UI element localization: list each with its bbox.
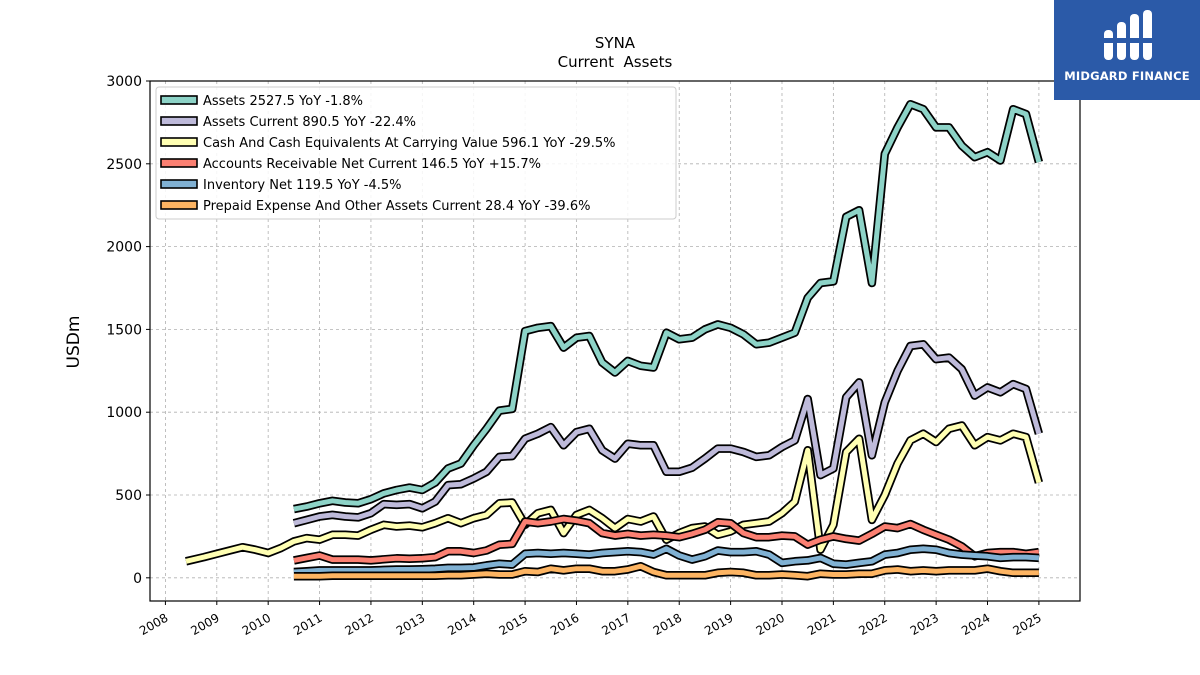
x-tick-label: 2015 (497, 611, 530, 638)
y-tick-label: 0 (133, 571, 142, 587)
legend-label: Assets Current 890.5 YoY -22.4% (203, 115, 416, 130)
series-line-4 (293, 546, 1040, 575)
x-tick-label: 2016 (548, 611, 581, 638)
x-tick-label: 2017 (599, 611, 632, 638)
series-line-1 (293, 341, 1042, 526)
legend-swatch (160, 179, 198, 189)
x-tick-label: 2009 (188, 611, 221, 638)
legend: Assets 2527.5 YoY -1.8% Assets Current 89… (155, 86, 677, 220)
legend-swatch (160, 200, 198, 210)
x-tick-label: 2014 (445, 611, 478, 638)
legend-box (155, 86, 677, 220)
brand-logo: MIDGARD FINANCE (1054, 0, 1200, 100)
x-tick-label: 2012 (343, 611, 376, 638)
y-tick-label: 1000 (106, 405, 142, 421)
y-tick-label: 500 (115, 488, 142, 504)
chart-title: SYNA (595, 34, 636, 52)
legend-label: Inventory Net 119.5 YoY -4.5% (203, 178, 402, 193)
brand-mark-icon (1104, 10, 1152, 60)
x-tick-label: 2011 (291, 611, 324, 638)
legend-label: Cash And Cash Equivalents At Carrying Va… (203, 136, 615, 151)
x-tick-label: 2008 (137, 611, 170, 638)
x-tick-label: 2020 (754, 611, 787, 638)
series-line-3 (293, 516, 1040, 563)
brand-name: MIDGARD FINANCE (1064, 69, 1190, 83)
legend-swatch (160, 158, 198, 168)
x-tick-label: 2019 (702, 611, 735, 638)
x-tick-label: 2024 (959, 611, 992, 638)
x-tick-label: 2022 (856, 611, 889, 638)
x-axis-ticks: 2008 2009 2010 2011 2012 2013 2014 2015 2016 2017… (137, 601, 1044, 638)
series-line-5 (293, 563, 1039, 579)
legend-label: Assets 2527.5 YoY -1.8% (203, 94, 363, 109)
x-tick-label: 2018 (651, 611, 684, 638)
legend-swatch (160, 116, 198, 126)
series-line-0 (293, 101, 1042, 512)
x-tick-label: 2010 (240, 611, 273, 638)
x-tick-label: 2023 (908, 611, 941, 638)
legend-label: Accounts Receivable Net Current 146.5 Yo… (203, 157, 541, 172)
x-tick-label: 2013 (394, 611, 427, 638)
y-axis-label: USDm (64, 316, 84, 369)
plot-area (149, 80, 1081, 602)
x-tick-label: 2021 (805, 611, 838, 638)
x-tick-label: 2025 (1010, 611, 1043, 638)
legend-swatch (160, 95, 198, 105)
y-tick-label: 1500 (106, 322, 142, 338)
chart-subtitle: Current Assets (558, 53, 673, 71)
series-line-2 (185, 423, 1042, 564)
y-axis-ticks: 0 500 1000 1500 2000 2500 3000 (106, 74, 150, 587)
y-tick-label: 2000 (106, 240, 142, 256)
legend-label: Prepaid Expense And Other Assets Current… (203, 199, 590, 214)
y-tick-label: 3000 (106, 74, 142, 90)
y-tick-label: 2500 (106, 157, 142, 173)
legend-swatch (160, 137, 198, 147)
series-lines (185, 99, 1044, 581)
